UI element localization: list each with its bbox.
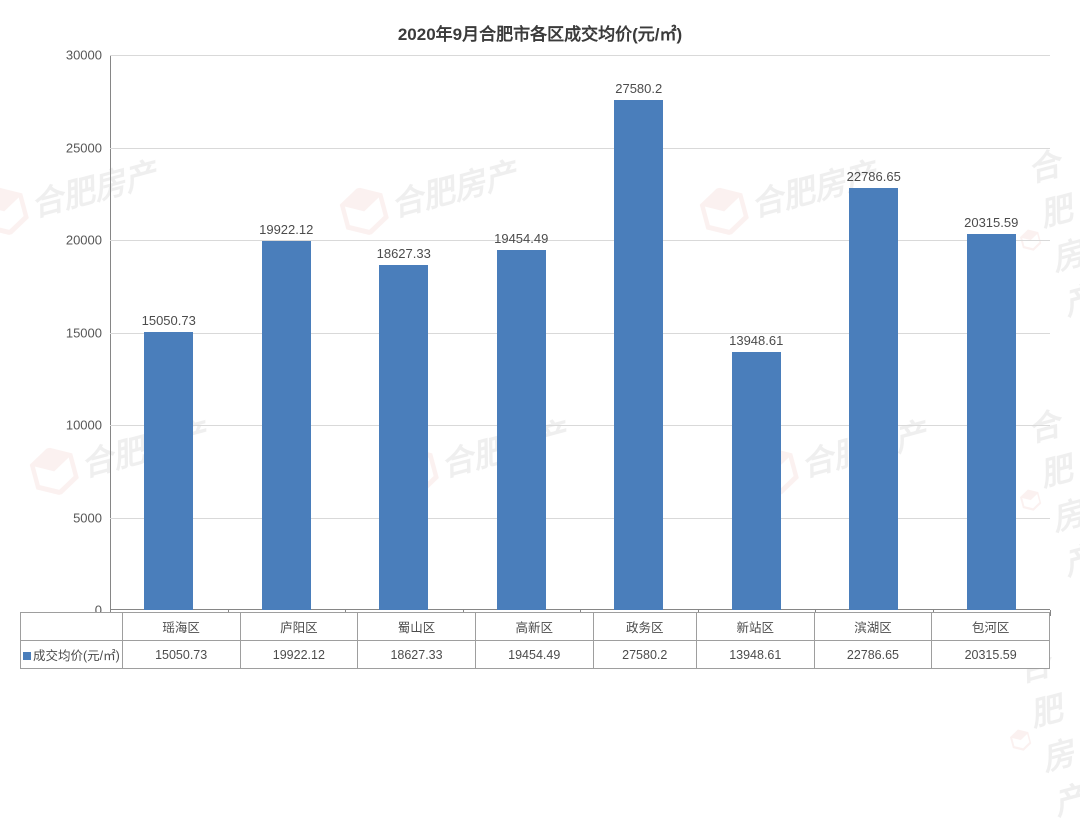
bar: 15050.73 (144, 332, 193, 610)
bar: 19922.12 (262, 241, 311, 610)
table-category-cell: 高新区 (475, 613, 593, 641)
data-table: 瑶海区庐阳区蜀山区高新区政务区新站区滨湖区包河区 成交均价(元/㎡) 15050… (20, 612, 1050, 669)
table-category-cell: 新站区 (696, 613, 814, 641)
table-row-values: 成交均价(元/㎡) 15050.7319922.1218627.3319454.… (21, 641, 1050, 669)
table-row-categories: 瑶海区庐阳区蜀山区高新区政务区新站区滨湖区包河区 (21, 613, 1050, 641)
chart-container: 合肥房产合肥房产合肥房产合肥房产合肥房产合肥房产合肥房产合肥房产合肥房产 202… (0, 0, 1080, 692)
gridline (110, 148, 1050, 149)
y-tick-label: 15000 (66, 325, 102, 340)
watermark-logo-icon (0, 182, 32, 240)
table-category-cell: 蜀山区 (358, 613, 476, 641)
chart-title: 2020年9月合肥市各区成交均价(元/㎡) (0, 20, 1080, 45)
y-tick-label: 10000 (66, 418, 102, 433)
watermark-logo-icon (1005, 714, 1036, 765)
table-category-cell: 滨湖区 (814, 613, 932, 641)
table-value-cell: 22786.65 (814, 641, 932, 669)
bar: 22786.65 (849, 188, 898, 610)
bar-value-label: 27580.2 (615, 81, 662, 96)
table-value-cell: 19922.12 (240, 641, 358, 669)
table-category-cell: 包河区 (932, 613, 1050, 641)
table-value-cell: 27580.2 (593, 641, 696, 669)
y-tick-label: 20000 (66, 233, 102, 248)
gridline (110, 240, 1050, 241)
table-category-cell: 庐阳区 (240, 613, 358, 641)
bar: 13948.61 (732, 352, 781, 610)
gridline (110, 55, 1050, 56)
table-row-header: 成交均价(元/㎡) (21, 641, 123, 669)
watermark-logo-icon (27, 442, 82, 500)
y-tick-label: 25000 (66, 140, 102, 155)
x-tick (1050, 610, 1051, 616)
table-value-cell: 13948.61 (696, 641, 814, 669)
table-corner-cell (21, 613, 123, 641)
legend-marker (23, 652, 31, 660)
gridline (110, 333, 1050, 334)
bar: 18627.33 (379, 265, 428, 610)
table-value-cell: 19454.49 (475, 641, 593, 669)
bar: 19454.49 (497, 250, 546, 610)
gridline (110, 518, 1050, 519)
bar-value-label: 13948.61 (729, 333, 783, 348)
bar-value-label: 19454.49 (494, 231, 548, 246)
y-tick-label: 5000 (73, 510, 102, 525)
bar-value-label: 20315.59 (964, 215, 1018, 230)
bar: 27580.2 (614, 100, 663, 610)
table-value-cell: 20315.59 (932, 641, 1050, 669)
bar: 20315.59 (967, 234, 1016, 610)
series-name: 成交均价(元/㎡) (33, 649, 120, 663)
y-tick-label: 30000 (66, 48, 102, 63)
table-category-cell: 政务区 (593, 613, 696, 641)
plot-area: 05000100001500020000250003000015050.7319… (110, 55, 1050, 610)
bar-value-label: 15050.73 (142, 313, 196, 328)
bar-value-label: 19922.12 (259, 222, 313, 237)
bar-value-label: 18627.33 (377, 246, 431, 261)
gridline (110, 425, 1050, 426)
table-value-cell: 15050.73 (122, 641, 240, 669)
table-value-cell: 18627.33 (358, 641, 476, 669)
bar-value-label: 22786.65 (847, 169, 901, 184)
table-category-cell: 瑶海区 (122, 613, 240, 641)
